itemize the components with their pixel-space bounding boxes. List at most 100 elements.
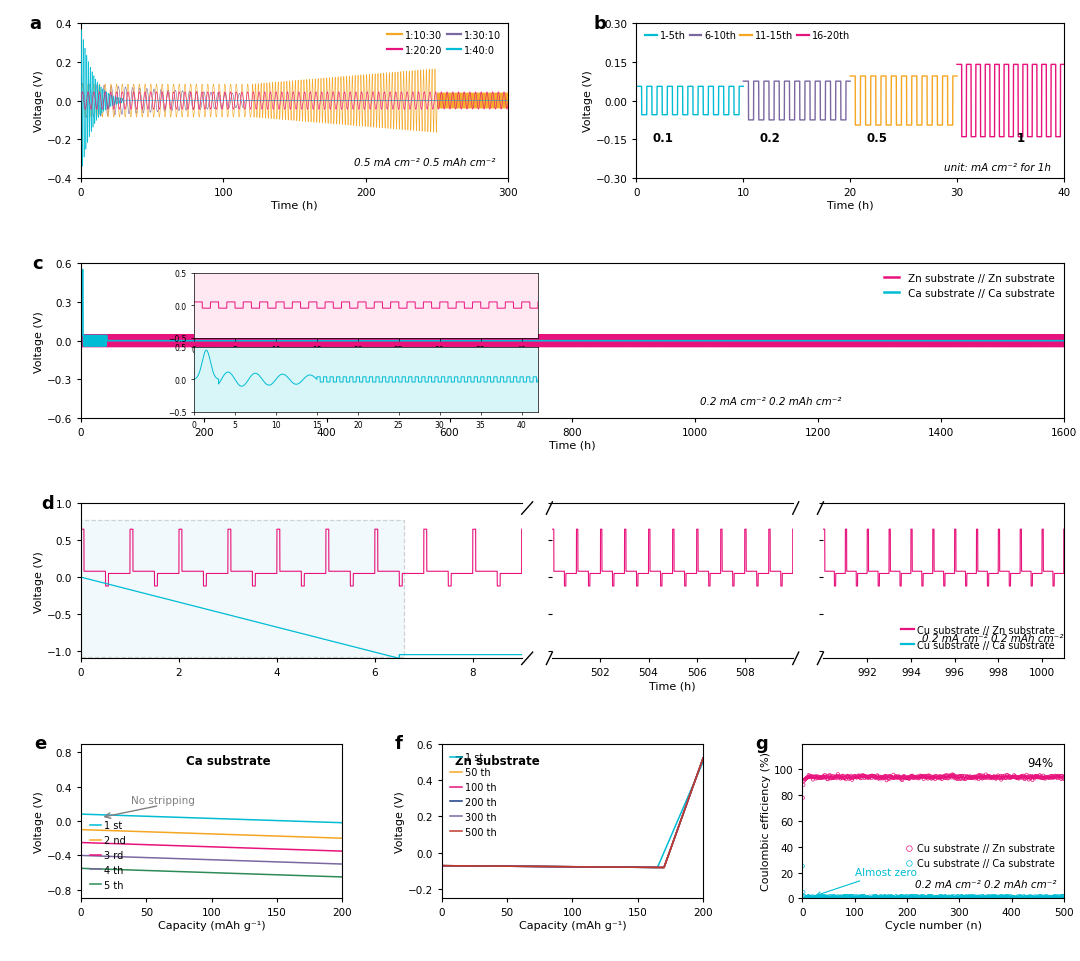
Cu substrate // Zn substrate: [820, 769, 837, 784]
Cu substrate // Ca substrate: [912, 890, 929, 905]
Cu substrate // Ca substrate: [1041, 889, 1058, 904]
Cu substrate // Zn substrate: [977, 767, 995, 782]
Cu substrate // Ca substrate: [835, 890, 852, 905]
Cu substrate // Zn substrate: [905, 770, 922, 785]
Cu substrate // Zn substrate: [937, 771, 955, 786]
Cu substrate // Zn substrate: [907, 770, 924, 785]
4 th: [194, 853, 207, 865]
Cu substrate // Ca substrate: [1021, 890, 1038, 905]
Cu substrate // Ca substrate: [1020, 889, 1037, 904]
Cu substrate // Ca substrate: [945, 890, 962, 905]
Cu substrate // Ca substrate: [879, 889, 896, 904]
Cu substrate // Zn substrate: [851, 768, 868, 783]
Text: e: e: [33, 734, 46, 752]
Cu substrate // Ca substrate: [1030, 889, 1048, 904]
Cu substrate // Zn substrate: [966, 769, 983, 784]
Cu substrate // Zn substrate: [865, 769, 882, 784]
Cu substrate // Zn substrate: [914, 769, 931, 784]
Cu substrate // Ca substrate: [997, 889, 1014, 904]
Cu substrate // Ca substrate: [970, 889, 987, 904]
Cu substrate // Zn substrate: [1012, 769, 1029, 784]
Cu substrate // Zn substrate: [916, 770, 933, 785]
Cu substrate // Ca substrate: [983, 889, 1000, 904]
Cu substrate // Zn substrate: [915, 769, 932, 784]
Cu substrate // Ca substrate: [987, 891, 1004, 906]
Cu substrate // Ca substrate: [929, 890, 946, 905]
Cu substrate // Ca substrate: [948, 891, 966, 906]
Cu substrate // Ca substrate: [994, 889, 1011, 904]
Cu substrate // Ca substrate: [937, 889, 955, 904]
Cu substrate // Ca substrate: [943, 889, 960, 904]
50 th: [689, 774, 702, 785]
Cu substrate // Ca substrate: [896, 890, 914, 905]
4 th: [336, 858, 349, 870]
Text: No stripping: No stripping: [131, 795, 194, 805]
3 rd: [281, 844, 294, 855]
Cu substrate // Zn substrate: [813, 771, 831, 786]
Cu substrate // Zn substrate: [814, 770, 832, 785]
3 rd: [194, 841, 207, 852]
Cu substrate // Zn substrate: [1015, 769, 1032, 784]
3 rd: [336, 846, 349, 857]
Cu substrate // Zn substrate: [1028, 770, 1045, 785]
Cu substrate // Ca substrate: [897, 889, 915, 904]
Cu substrate // Zn substrate: [962, 771, 980, 786]
Cu substrate // Ca substrate: [953, 889, 970, 904]
Cu substrate // Zn substrate: [916, 768, 933, 783]
Cu substrate // Zn substrate: [1052, 770, 1069, 785]
Cu substrate // Zn substrate: [932, 771, 949, 786]
Cu substrate // Ca substrate: [811, 890, 828, 905]
Cu substrate // Ca substrate: [954, 889, 971, 904]
Cu substrate // Ca substrate: [860, 891, 877, 906]
Cu substrate // Ca substrate: [929, 890, 946, 905]
Cu substrate // Zn substrate: [894, 770, 912, 785]
Cu substrate // Ca substrate: [1042, 891, 1059, 906]
Cu substrate // Zn substrate: [1007, 769, 1024, 784]
200 th: [689, 774, 702, 785]
Cu substrate // Ca substrate: [924, 891, 942, 906]
Cu substrate // Zn substrate: [1026, 769, 1043, 784]
Cu substrate // Ca substrate: [914, 890, 931, 905]
Cu substrate // Ca substrate: [913, 891, 930, 906]
Cu substrate // Ca substrate: [821, 890, 838, 905]
Cu substrate // Ca substrate: [954, 888, 971, 903]
Cu substrate // Ca substrate: [985, 889, 1002, 904]
Cu substrate // Ca substrate: [975, 890, 993, 905]
Cu substrate // Ca substrate: [984, 891, 1001, 906]
Cu substrate // Ca substrate: [1018, 890, 1036, 905]
Cu substrate // Zn substrate: [1031, 770, 1049, 785]
Cu substrate // Ca substrate: [850, 890, 867, 905]
Cu substrate // Ca substrate: [1029, 891, 1047, 906]
Cu substrate // Ca substrate: [967, 889, 984, 904]
Cu substrate // Zn substrate: [836, 770, 853, 785]
Cu substrate // Ca substrate: [839, 889, 856, 904]
Cu substrate // Ca substrate: [1050, 889, 1067, 904]
Cu substrate // Zn substrate: [822, 768, 839, 783]
Cu substrate // Ca substrate: [910, 889, 928, 904]
Cu substrate // Ca substrate: [958, 889, 975, 904]
Cu substrate // Zn substrate: [929, 770, 946, 785]
Cu substrate // Ca substrate: [1037, 889, 1054, 904]
500 th: [448, 860, 461, 872]
Cu substrate // Ca substrate: [1048, 889, 1065, 904]
Cu substrate // Zn substrate: [970, 768, 987, 783]
Cu substrate // Ca substrate: [920, 889, 937, 904]
Cu substrate // Ca substrate: [865, 890, 882, 905]
Cu substrate // Zn substrate: [981, 770, 998, 785]
Cu substrate // Zn substrate: [809, 770, 826, 785]
Cu substrate // Ca substrate: [890, 889, 907, 904]
Cu substrate // Zn substrate: [985, 769, 1002, 784]
Cu substrate // Zn substrate: [960, 771, 977, 786]
Cu substrate // Ca substrate: [809, 890, 826, 905]
Cu substrate // Ca substrate: [1044, 889, 1062, 904]
Cu substrate // Zn substrate: [874, 770, 891, 785]
Cu substrate // Ca substrate: [873, 889, 890, 904]
Cu substrate // Ca substrate: [973, 889, 990, 904]
Text: b: b: [594, 14, 607, 33]
X-axis label: Time (h): Time (h): [549, 440, 596, 451]
3 rd: [87, 837, 100, 849]
Cu substrate // Ca substrate: [886, 890, 903, 905]
Cu substrate // Zn substrate: [986, 769, 1003, 784]
2 nd: [194, 828, 207, 840]
Cu substrate // Ca substrate: [968, 889, 985, 904]
